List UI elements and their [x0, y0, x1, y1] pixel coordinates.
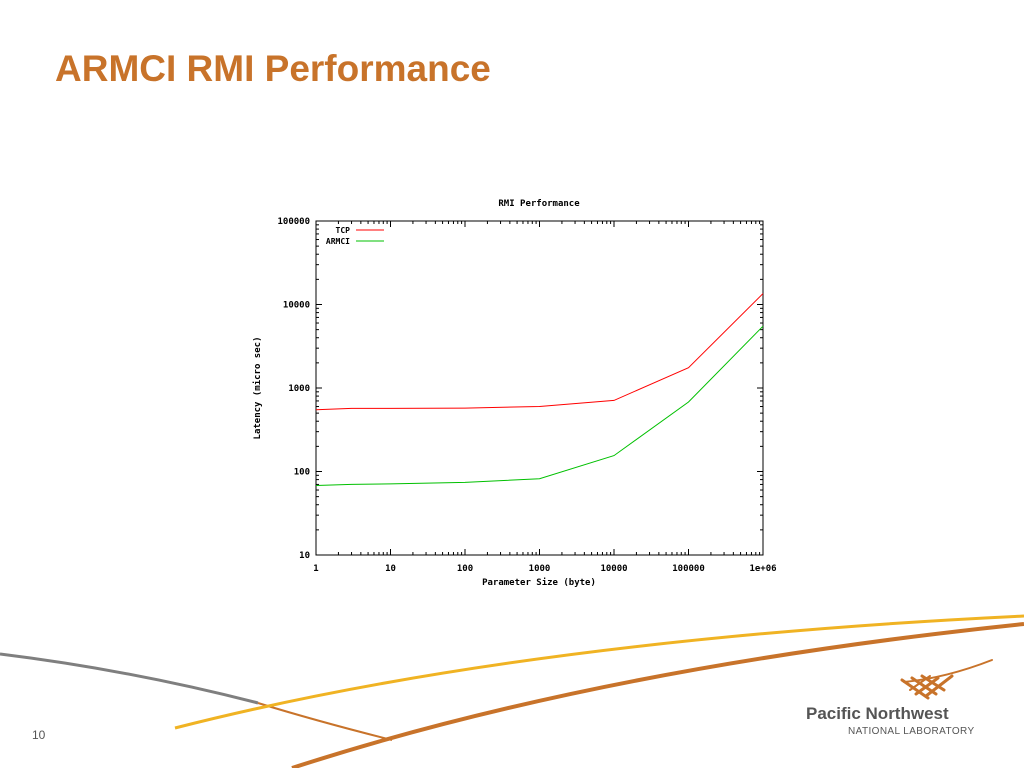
gray-swoosh [0, 652, 259, 705]
y-tick-label: 100 [294, 468, 310, 478]
y-tick-label: 10000 [283, 301, 310, 311]
rmi-performance-chart: RMI Performance Parameter Size (byte) La… [246, 188, 786, 594]
pnnl-logo: Pacific Northwest NATIONAL LABORATORY [806, 658, 1002, 742]
x-axis-label: Parameter Size (byte) [482, 577, 596, 588]
legend-label-tcp: TCP [336, 226, 351, 235]
x-tick-label: 100000 [672, 564, 705, 574]
x-tick-label: 1e+06 [749, 564, 776, 574]
gold-swoosh [174, 614, 1024, 730]
logo-subtitle: NATIONAL LABORATORY [848, 726, 975, 737]
chart-svg: RMI Performance Parameter Size (byte) La… [252, 199, 777, 588]
page-number: 10 [32, 728, 46, 742]
logo-name: Pacific Northwest [806, 704, 949, 723]
orange-thin-swoosh [257, 702, 393, 741]
y-tick-label: 1000 [288, 384, 310, 394]
legend-label-armci: ARMCI [326, 237, 350, 246]
slide-title: ARMCI RMI Performance [55, 48, 491, 89]
orange-thick-swoosh [291, 622, 1024, 768]
y-axis-label: Latency (micro sec) [252, 337, 263, 440]
y-tick-label: 100000 [277, 217, 310, 227]
chart-title: RMI Performance [498, 199, 580, 209]
x-tick-label: 1000 [529, 564, 551, 574]
series-line-armci [315, 325, 764, 486]
axis-ticks: 1 10 100 1000 10000 100000 1e+0610100100010000… [277, 217, 776, 574]
series-lines [315, 293, 764, 486]
series-line-tcp [315, 293, 764, 411]
y-tick-label: 10 [299, 551, 310, 561]
x-tick-label: 1 [313, 564, 318, 574]
x-tick-label: 10 [385, 564, 396, 574]
logo-mark-icon [900, 659, 993, 700]
legend: TCP ARMCI [326, 226, 384, 246]
x-tick-label: 100 [457, 564, 473, 574]
x-tick-label: 10000 [600, 564, 627, 574]
